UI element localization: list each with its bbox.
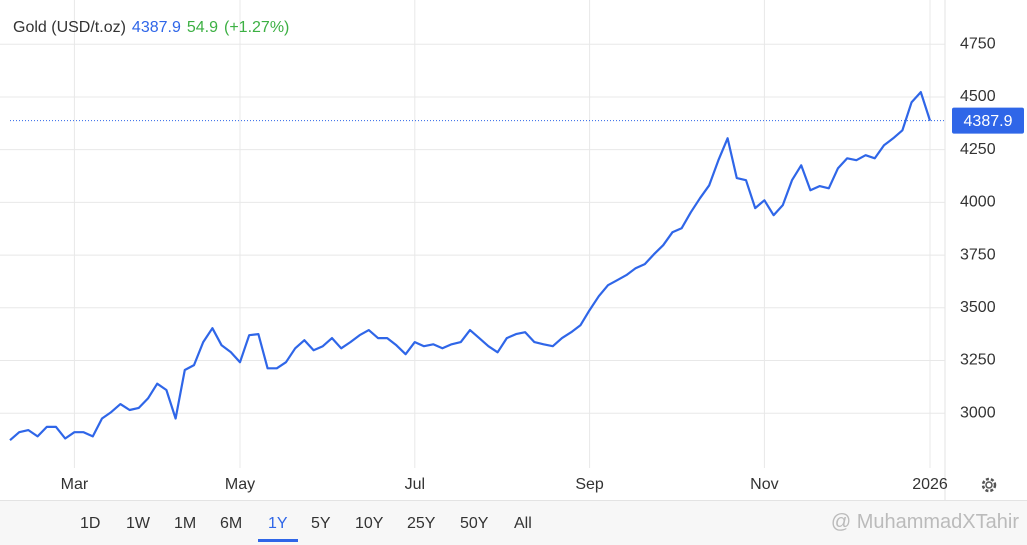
x-tick-label: May xyxy=(225,476,255,493)
x-tick-label: Jul xyxy=(405,476,425,493)
range-bar: @ MuhammadXTahir 1D 1W 1M 6M 1Y 5Y 10Y 25Y 50Y Al… xyxy=(0,500,1027,545)
range-button[interactable]: 1M xyxy=(174,515,197,532)
change-percent: (+1.27%) xyxy=(224,19,290,36)
x-tick-label: Mar xyxy=(61,476,89,493)
range-button[interactable]: All xyxy=(514,515,532,532)
price-label: 4387.9 xyxy=(964,113,1013,130)
y-tick-label: 4750 xyxy=(960,35,996,52)
gear-hub[interactable] xyxy=(985,481,993,489)
range-button[interactable]: 6M xyxy=(220,515,243,532)
price: 4387.9 xyxy=(131,19,181,36)
header: Gold (USD/t.oz) 4387.9 54.9 (+1.27%) xyxy=(13,19,295,37)
range-button[interactable]: 50Y xyxy=(460,515,489,532)
range-button[interactable]: 10Y xyxy=(355,515,384,532)
range-button[interactable]: 25Y xyxy=(407,515,436,532)
y-tick-label: 3000 xyxy=(960,404,996,421)
y-tick-label: 4250 xyxy=(960,141,996,158)
y-tick-label: 4000 xyxy=(960,194,996,211)
gear[interactable] xyxy=(981,477,997,493)
y-tick-label: 3500 xyxy=(960,299,996,316)
chart: 3000 3250 3500 3750 4000 4250 4500 4750 Mar May Ju… xyxy=(0,0,1024,500)
range-button[interactable]: 1D xyxy=(80,515,101,532)
range-button[interactable]: 1W xyxy=(126,515,150,532)
y-tick-label: 3250 xyxy=(960,352,996,369)
settings-icon[interactable] xyxy=(981,477,997,493)
y-tick-label: 4500 xyxy=(960,88,996,105)
change: 54.9 xyxy=(186,19,218,36)
title: Gold (USD/t.oz) xyxy=(13,19,126,36)
y-tick-label: 3750 xyxy=(960,246,996,263)
x-tick-label: Sep xyxy=(575,476,604,493)
price-label-box xyxy=(952,107,1024,134)
range-button[interactable]: 5Y xyxy=(311,515,331,532)
x-tick-label: Nov xyxy=(750,476,778,493)
x-tick-label: 2026 xyxy=(912,476,948,493)
range-button[interactable]: 1Y xyxy=(258,515,298,542)
watermark: @ MuhammadXTahir xyxy=(830,511,1019,533)
price-line xyxy=(9,91,932,442)
